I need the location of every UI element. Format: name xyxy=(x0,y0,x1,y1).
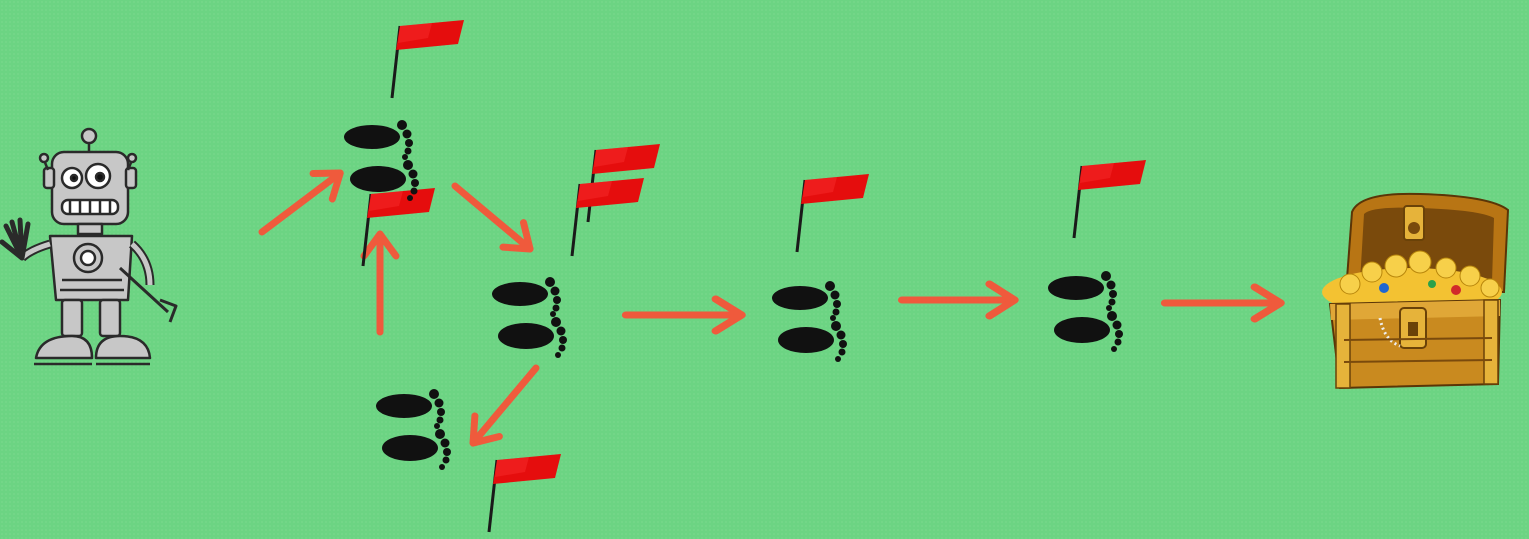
red-flag-icon xyxy=(570,176,646,258)
footprints-icon xyxy=(376,389,451,470)
footprints-icon xyxy=(344,120,419,201)
arrow-step3-to-flag1 xyxy=(364,234,396,332)
arrow-step4-to-step5 xyxy=(902,284,1015,316)
footprints-icon xyxy=(772,281,847,362)
red-flag-icon xyxy=(795,172,871,254)
treasure-chest-icon xyxy=(1322,192,1510,390)
footprints-icon xyxy=(1048,271,1123,352)
footprints-icon xyxy=(492,277,567,358)
red-flag-icon xyxy=(487,452,563,534)
arrow-step1-to-step2 xyxy=(445,174,541,262)
robot-icon xyxy=(0,127,178,366)
red-flag-icon xyxy=(390,18,466,100)
arrow-step5-to-chest xyxy=(1165,287,1281,319)
arrow-step2-to-step4 xyxy=(626,299,742,331)
red-flag-icon xyxy=(1072,158,1148,240)
arrow-step2-to-step3 xyxy=(461,358,549,454)
arrow-robot-to-step1 xyxy=(252,160,350,245)
